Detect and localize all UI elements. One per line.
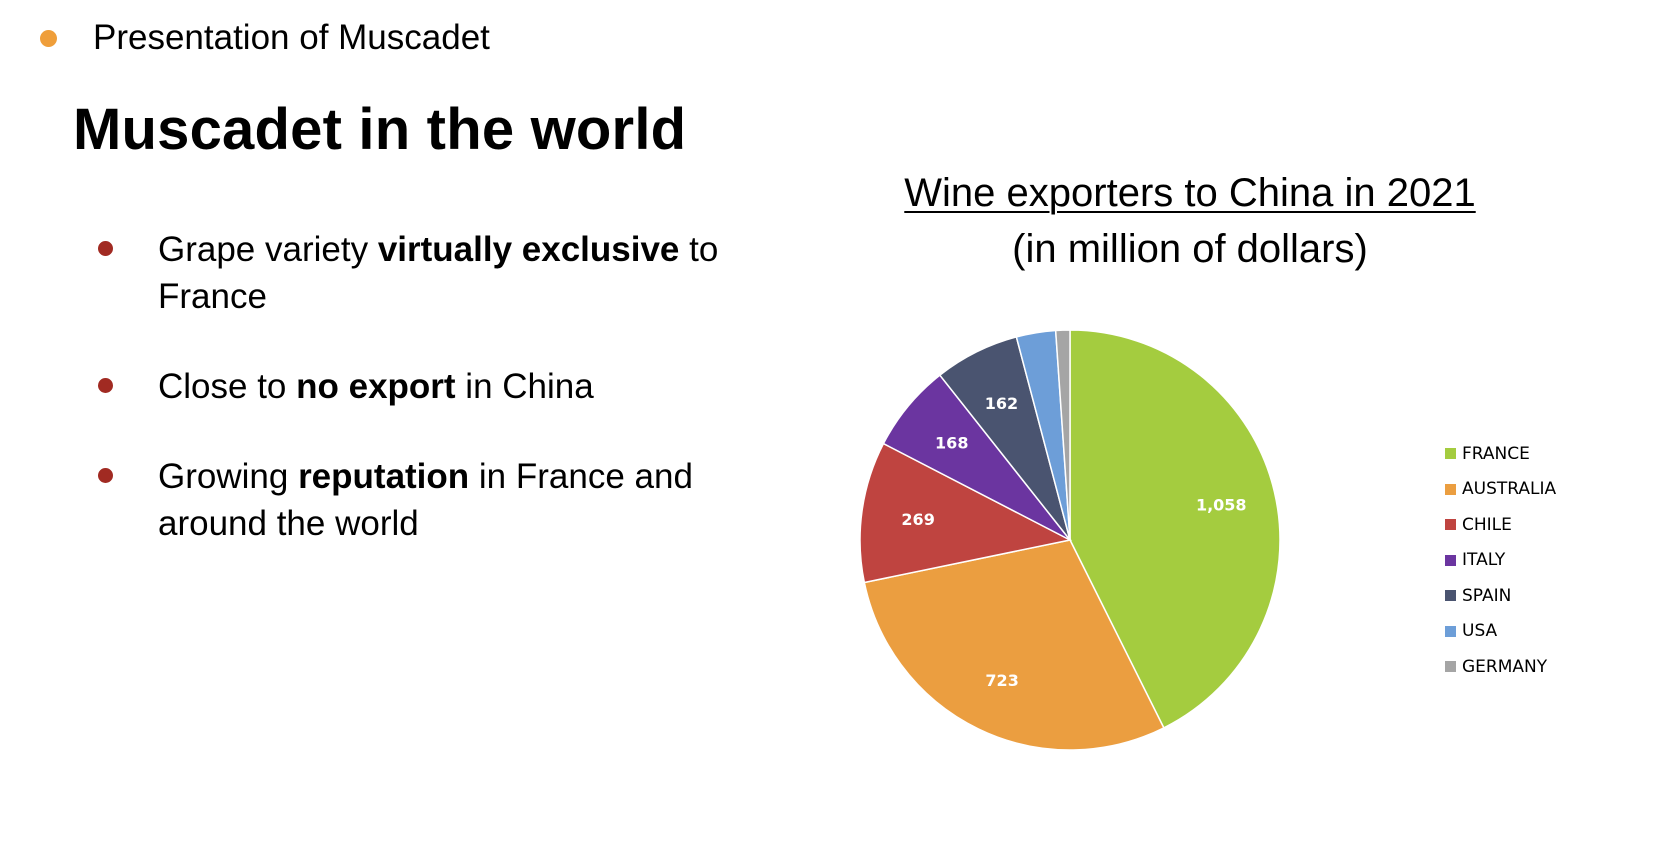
pie-chart: 1,058 723 269 168 162 (859, 329, 1281, 751)
chart-legend: FRANCE AUSTRALIA CHILE ITALY SPAIN USA GERMANY (1445, 436, 1556, 685)
bullet-text: Close to (158, 367, 297, 406)
legend-swatch (1445, 625, 1456, 637)
bullet-text: Growing (158, 457, 299, 496)
legend-item: SPAIN (1445, 578, 1556, 614)
pie-slice-germany (1054, 329, 1071, 541)
bullet-item: Growing reputation in France and around … (96, 453, 776, 547)
legend-swatch (1445, 519, 1456, 531)
legend-swatch (1445, 590, 1456, 602)
bullet-dot-icon (98, 241, 113, 256)
legend-item: GERMANY (1445, 649, 1556, 685)
legend-item: AUSTRALIA (1445, 472, 1556, 508)
pie-slice-chile (859, 442, 1073, 584)
legend-swatch (1445, 661, 1456, 673)
slide-title: Muscadet in the world (73, 97, 687, 162)
pie-data-label: 162 (985, 394, 1018, 413)
chart-title-block: Wine exporters to China in 2021 (in mill… (820, 165, 1560, 277)
legend-label: GERMANY (1462, 656, 1548, 677)
pie-slice-france (1069, 329, 1281, 729)
pie-data-label: 1,058 (1196, 495, 1247, 514)
bullet-dot-icon (98, 378, 113, 393)
bullet-text-bold: virtually exclusive (377, 230, 680, 269)
legend-swatch (1445, 448, 1456, 460)
bullet-item: Grape variety virtually exclusive to Fra… (96, 226, 776, 320)
legend-item: USA (1445, 614, 1556, 650)
legend-label: FRANCE (1462, 443, 1530, 464)
legend-label: USA (1462, 621, 1498, 642)
bullet-text: in China (455, 367, 594, 406)
bullet-list: Grape variety virtually exclusive to Fra… (96, 226, 776, 590)
bullet-dot-icon (98, 468, 113, 483)
bullet-text: Grape variety (158, 230, 378, 269)
bullet-item: Close to no export in China (96, 363, 776, 410)
bullet-text-bold: no export (296, 367, 456, 406)
pie-data-label: 168 (935, 433, 968, 452)
chart-title: Wine exporters to China in 2021 (904, 171, 1476, 215)
pie-slice-australia (863, 539, 1165, 751)
legend-swatch (1445, 554, 1456, 566)
legend-item: ITALY (1445, 543, 1556, 579)
pie-data-label: 269 (901, 510, 934, 529)
legend-label: AUSTRALIA (1462, 479, 1557, 500)
legend-item: FRANCE (1445, 436, 1556, 472)
legend-label: CHILE (1462, 514, 1512, 535)
chart-subtitle: (in million of dollars) (1012, 227, 1368, 271)
legend-label: ITALY (1462, 550, 1506, 571)
section-label: Presentation of Muscadet (93, 18, 490, 57)
legend-item: CHILE (1445, 507, 1556, 543)
legend-swatch (1445, 483, 1456, 495)
section-bullet-icon (40, 29, 57, 47)
bullet-text: to France (158, 230, 719, 316)
bullet-text: in France and around the world (158, 457, 693, 543)
section-header: Presentation of Muscadet (40, 18, 490, 58)
legend-label: SPAIN (1462, 585, 1512, 606)
bullet-text-bold: reputation (298, 457, 470, 496)
pie-data-label: 723 (985, 671, 1018, 690)
